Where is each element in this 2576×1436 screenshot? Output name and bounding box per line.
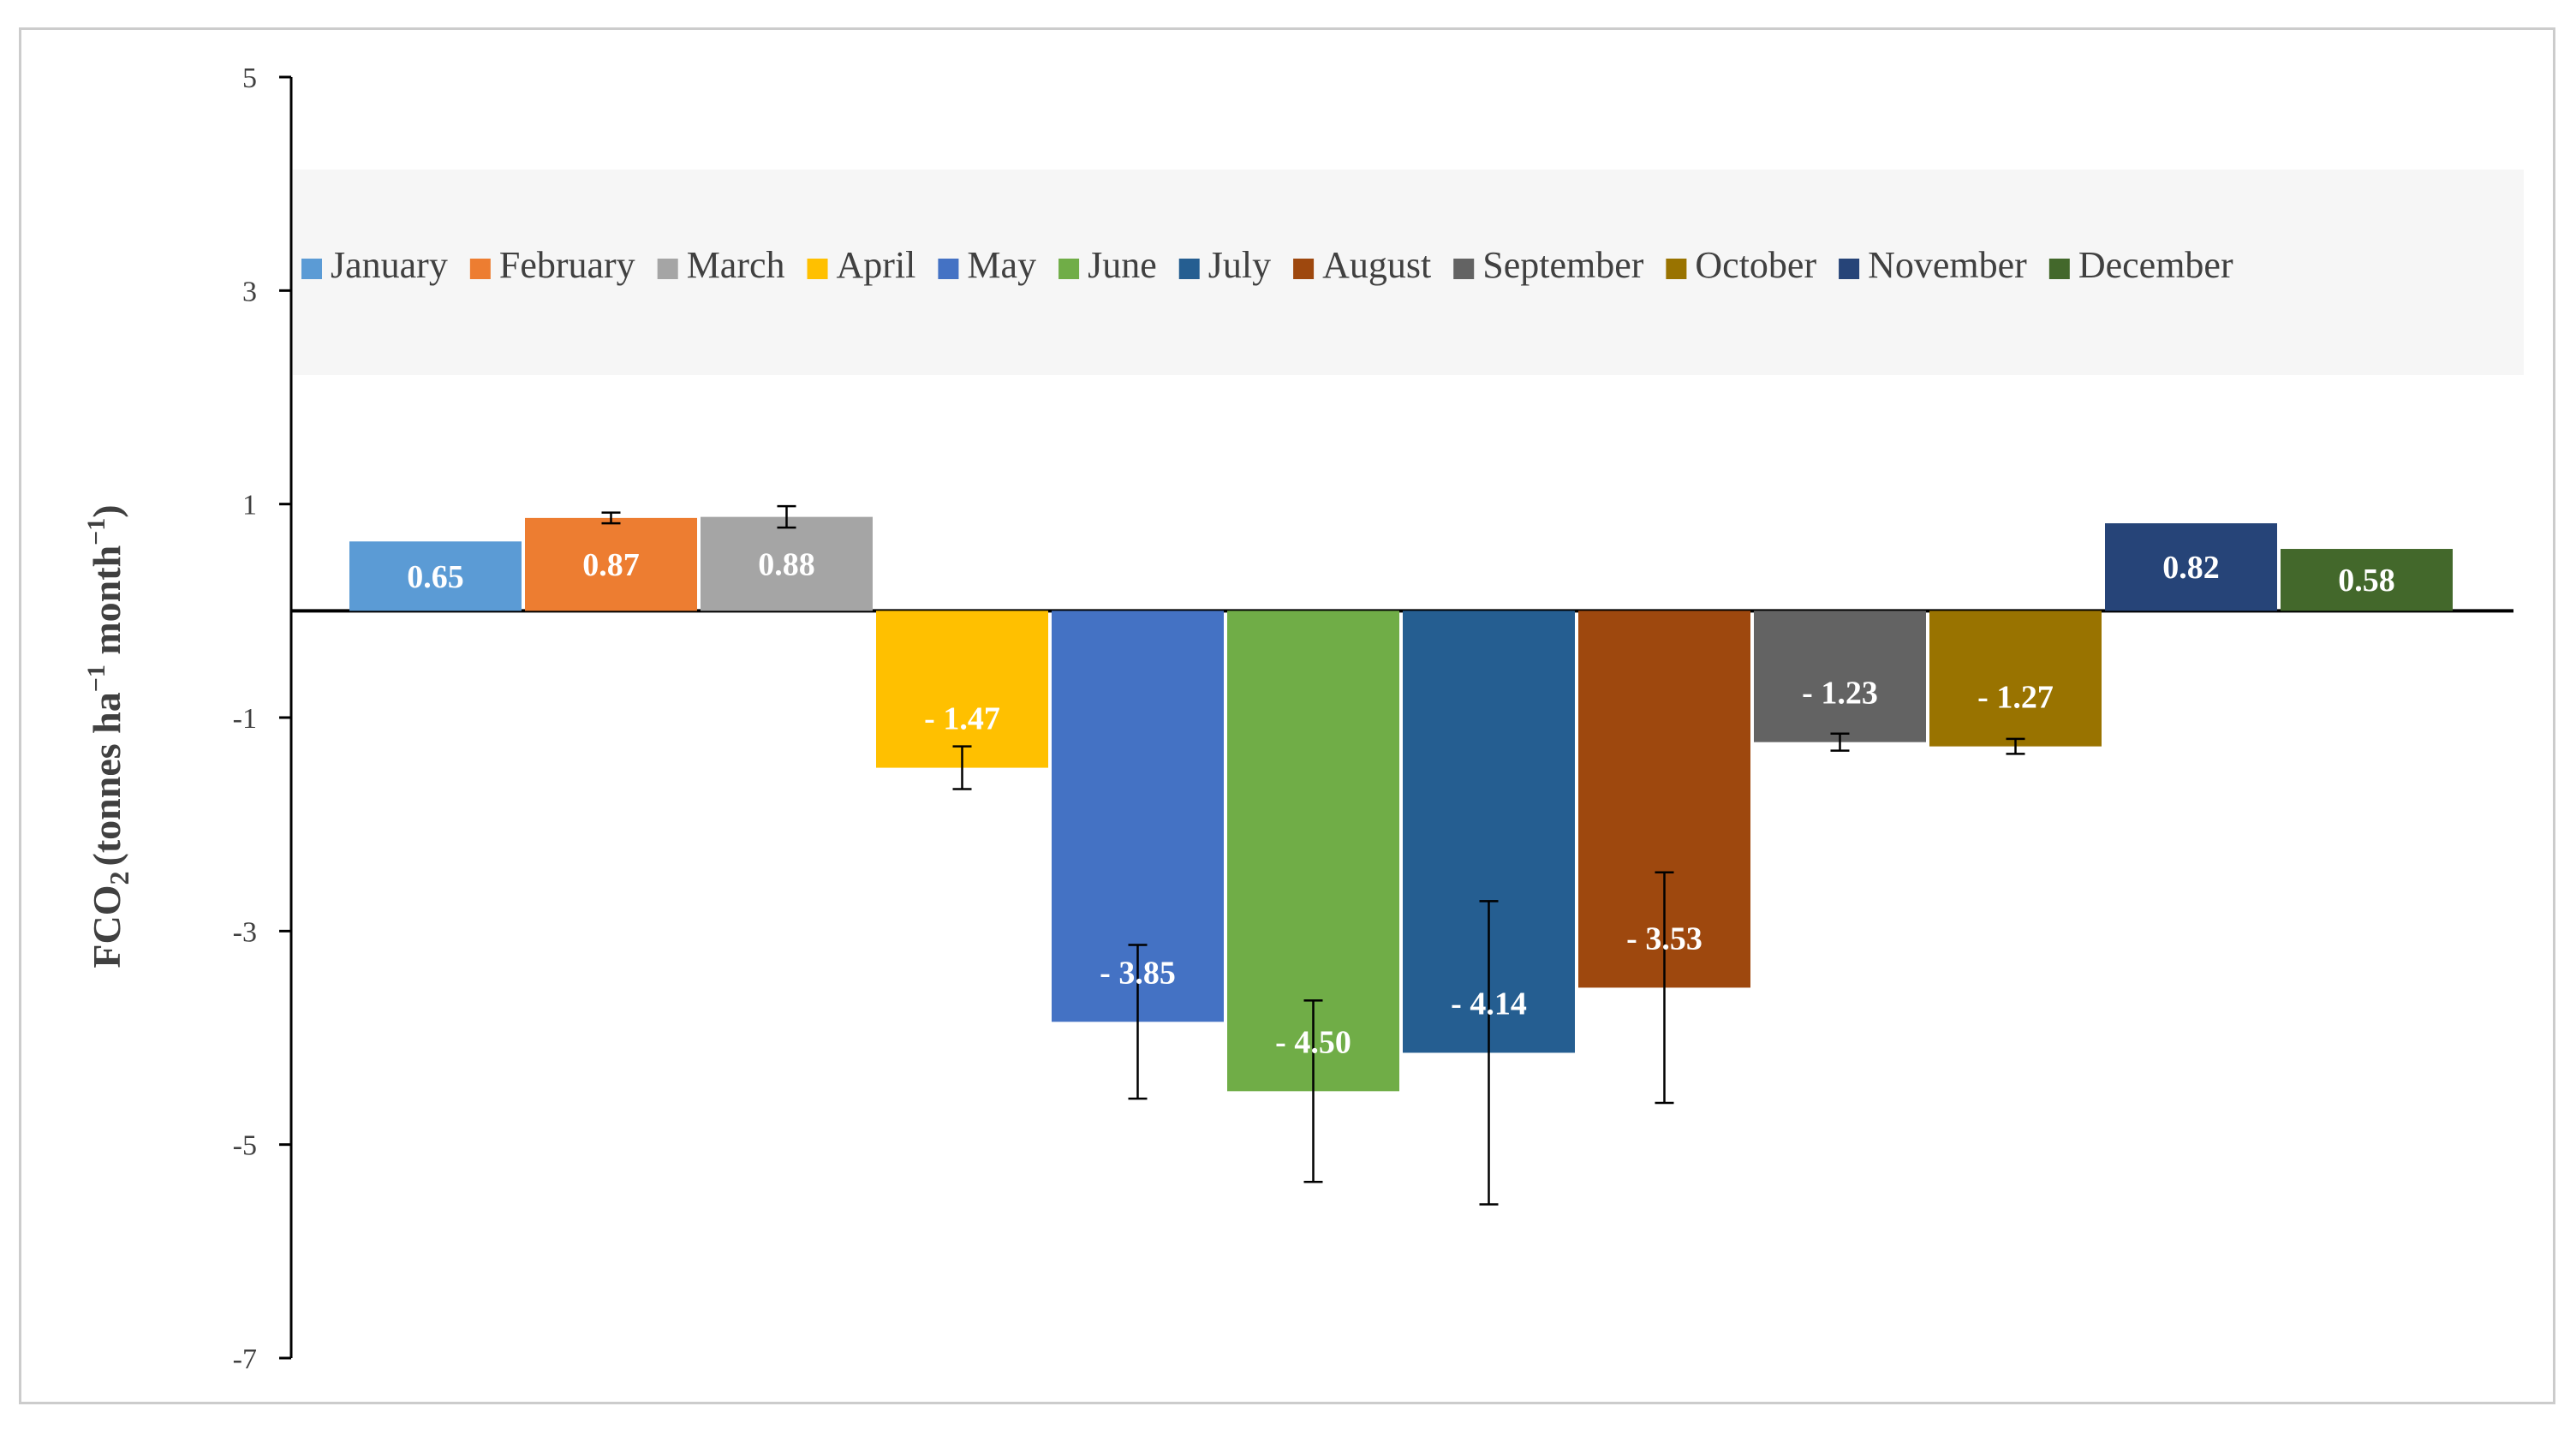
legend-item-september: September: [1453, 244, 1644, 286]
data-label-december: 0.58: [2338, 563, 2395, 599]
y-tick-label: -1: [233, 703, 257, 735]
legend-label: May: [967, 244, 1036, 286]
legend-label: July: [1208, 244, 1271, 286]
bar-april: [876, 611, 1048, 768]
legend-swatch: [1666, 259, 1687, 279]
legend-label: October: [1695, 244, 1816, 286]
y-tick-label: 1: [242, 490, 257, 521]
legend-item-november: November: [1839, 244, 2027, 286]
data-label-october: - 1.27: [1977, 680, 2054, 716]
legend-swatch: [301, 259, 322, 279]
error-bar-september: [1830, 732, 1850, 752]
legend-label: November: [1868, 244, 2027, 286]
data-label-march: 0.88: [758, 546, 815, 582]
y-tick-label: 5: [242, 63, 257, 94]
y-tick-label: -7: [233, 1344, 257, 1375]
bar-december: [2281, 549, 2453, 611]
legend-label: December: [2078, 244, 2233, 286]
y-axis-title-sup2: −1: [82, 518, 110, 545]
bar-september: [1754, 611, 1926, 742]
bar-october: [1929, 611, 2102, 747]
legend-item-march: March: [657, 244, 785, 286]
y-axis-title-unit-close: ): [85, 504, 128, 517]
y-axis-title-unit-mid: month: [85, 545, 128, 664]
error-bar-july: [1479, 900, 1499, 1206]
error-bar-august: [1655, 871, 1674, 1105]
error-bar-june: [1303, 999, 1323, 1183]
bar-november: [2105, 523, 2277, 611]
data-label-september: - 1.23: [1802, 676, 1878, 712]
y-axis-title-unit-open: (tonnes ha: [85, 692, 128, 866]
legend-swatch: [807, 259, 828, 279]
legend-swatch: [469, 259, 491, 279]
bar-february: [525, 517, 697, 611]
legend-swatch: [1058, 259, 1080, 279]
legend-item-august: August: [1293, 244, 1431, 286]
y-axis-title-sub: 2: [104, 871, 134, 885]
data-label-june: - 4.50: [1275, 1024, 1351, 1060]
legend-swatch: [2048, 259, 2070, 279]
legend-swatch: [938, 259, 959, 279]
legend-swatch: [1178, 259, 1200, 279]
legend-label: February: [499, 244, 635, 286]
error-bar-march: [777, 504, 796, 529]
y-axis-title: FCO2(tonnes ha−1 month−1): [82, 504, 134, 968]
legend-label: April: [837, 244, 916, 286]
legend-swatch: [1839, 259, 1860, 279]
legend-label: September: [1482, 244, 1644, 286]
data-label-january: 0.65: [407, 559, 464, 595]
legend-label: January: [331, 244, 448, 286]
legend-label: August: [1322, 244, 1431, 286]
bar-january: [349, 541, 522, 611]
legend-item-october: October: [1666, 244, 1816, 286]
data-label-july: - 4.14: [1451, 986, 1527, 1022]
data-label-november: 0.82: [2162, 550, 2220, 586]
legend-item-december: December: [2048, 244, 2233, 286]
legend-item-april: April: [807, 244, 916, 286]
y-axis-title-base: FCO: [85, 885, 128, 968]
data-label-august: - 3.53: [1626, 921, 1702, 956]
y-axis-title-sup1: −1: [82, 664, 110, 692]
legend-swatch: [1453, 259, 1475, 279]
legend-item-february: February: [469, 244, 635, 286]
legend-item-june: June: [1058, 244, 1157, 286]
error-bar-october: [2006, 737, 2025, 755]
legend-label: March: [687, 244, 785, 286]
data-label-may: - 3.85: [1100, 955, 1176, 991]
y-tick-label: 3: [242, 276, 257, 307]
data-label-february: 0.87: [582, 547, 640, 583]
y-tick-label: -5: [233, 1130, 257, 1162]
error-bar-february: [601, 511, 621, 525]
legend-item-january: January: [301, 244, 448, 286]
error-bar-april: [952, 745, 972, 790]
bar-march: [701, 516, 873, 611]
legend-item-may: May: [938, 244, 1036, 286]
legend-item-july: July: [1178, 244, 1271, 286]
legend-swatch: [1293, 259, 1315, 279]
legend-label: June: [1088, 244, 1157, 286]
error-bar-may: [1128, 944, 1148, 1100]
y-tick-label: -3: [233, 916, 257, 948]
legend-swatch: [657, 259, 678, 279]
data-label-april: - 1.47: [924, 701, 1000, 737]
